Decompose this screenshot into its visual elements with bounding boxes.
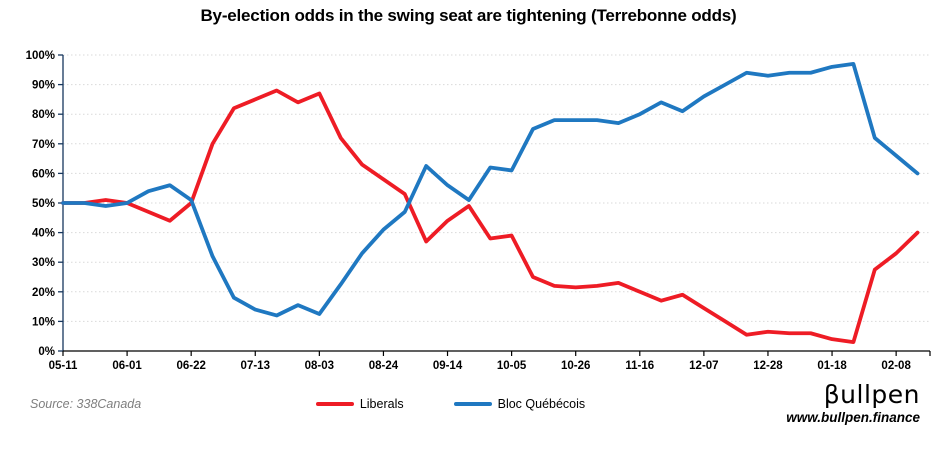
bullpen-logo-url: www.bullpen.finance — [786, 410, 920, 425]
svg-text:10-05: 10-05 — [497, 360, 527, 372]
liberals-line-swatch — [315, 402, 354, 406]
svg-text:90%: 90% — [32, 80, 55, 92]
svg-text:30%: 30% — [32, 257, 55, 269]
svg-text:80%: 80% — [32, 109, 55, 121]
svg-text:40%: 40% — [32, 228, 55, 240]
svg-text:12-28: 12-28 — [753, 360, 783, 372]
svg-text:60%: 60% — [32, 168, 55, 180]
legend-label-bloc: Bloc Québécois — [497, 397, 586, 411]
svg-text:07-13: 07-13 — [241, 360, 270, 372]
svg-text:08-24: 08-24 — [369, 360, 399, 372]
bloc-line-swatch — [453, 402, 492, 406]
chart-title: By-election odds in the swing seat are t… — [200, 6, 737, 25]
svg-text:100%: 100% — [26, 50, 55, 62]
legend-label-liberals: Liberals — [359, 397, 404, 411]
line-chart: 0% 10% 20% 30% 40% 50% 60% 70% 80% 90% 100% 05-11 06… — [26, 50, 931, 372]
svg-text:0%: 0% — [38, 346, 55, 358]
svg-text:50%: 50% — [32, 198, 55, 210]
svg-text:70%: 70% — [32, 139, 55, 151]
legend-item-liberals: Liberals — [315, 397, 404, 411]
bullpen-logo-text: βullpen — [823, 380, 920, 409]
svg-text:06-01: 06-01 — [112, 360, 142, 372]
svg-text:11-16: 11-16 — [625, 360, 654, 372]
svg-text:01-18: 01-18 — [817, 360, 847, 372]
bullpen-logo: βullpen www.bullpen.finance — [786, 380, 920, 426]
svg-text:20%: 20% — [32, 287, 55, 299]
svg-text:05-11: 05-11 — [49, 360, 78, 372]
source-note: Source: 338Canada — [30, 397, 142, 411]
svg-text:10%: 10% — [32, 316, 55, 328]
svg-text:06-22: 06-22 — [176, 360, 205, 372]
svg-text:02-08: 02-08 — [881, 360, 911, 372]
svg-text:08-03: 08-03 — [305, 360, 334, 372]
svg-text:12-07: 12-07 — [689, 360, 718, 372]
legend-item-bloc: Bloc Québécois — [453, 397, 586, 411]
svg-text:09-14: 09-14 — [433, 360, 463, 372]
svg-text:10-26: 10-26 — [561, 360, 590, 372]
chart-legend: Liberals Bloc Québécois — [0, 397, 919, 411]
